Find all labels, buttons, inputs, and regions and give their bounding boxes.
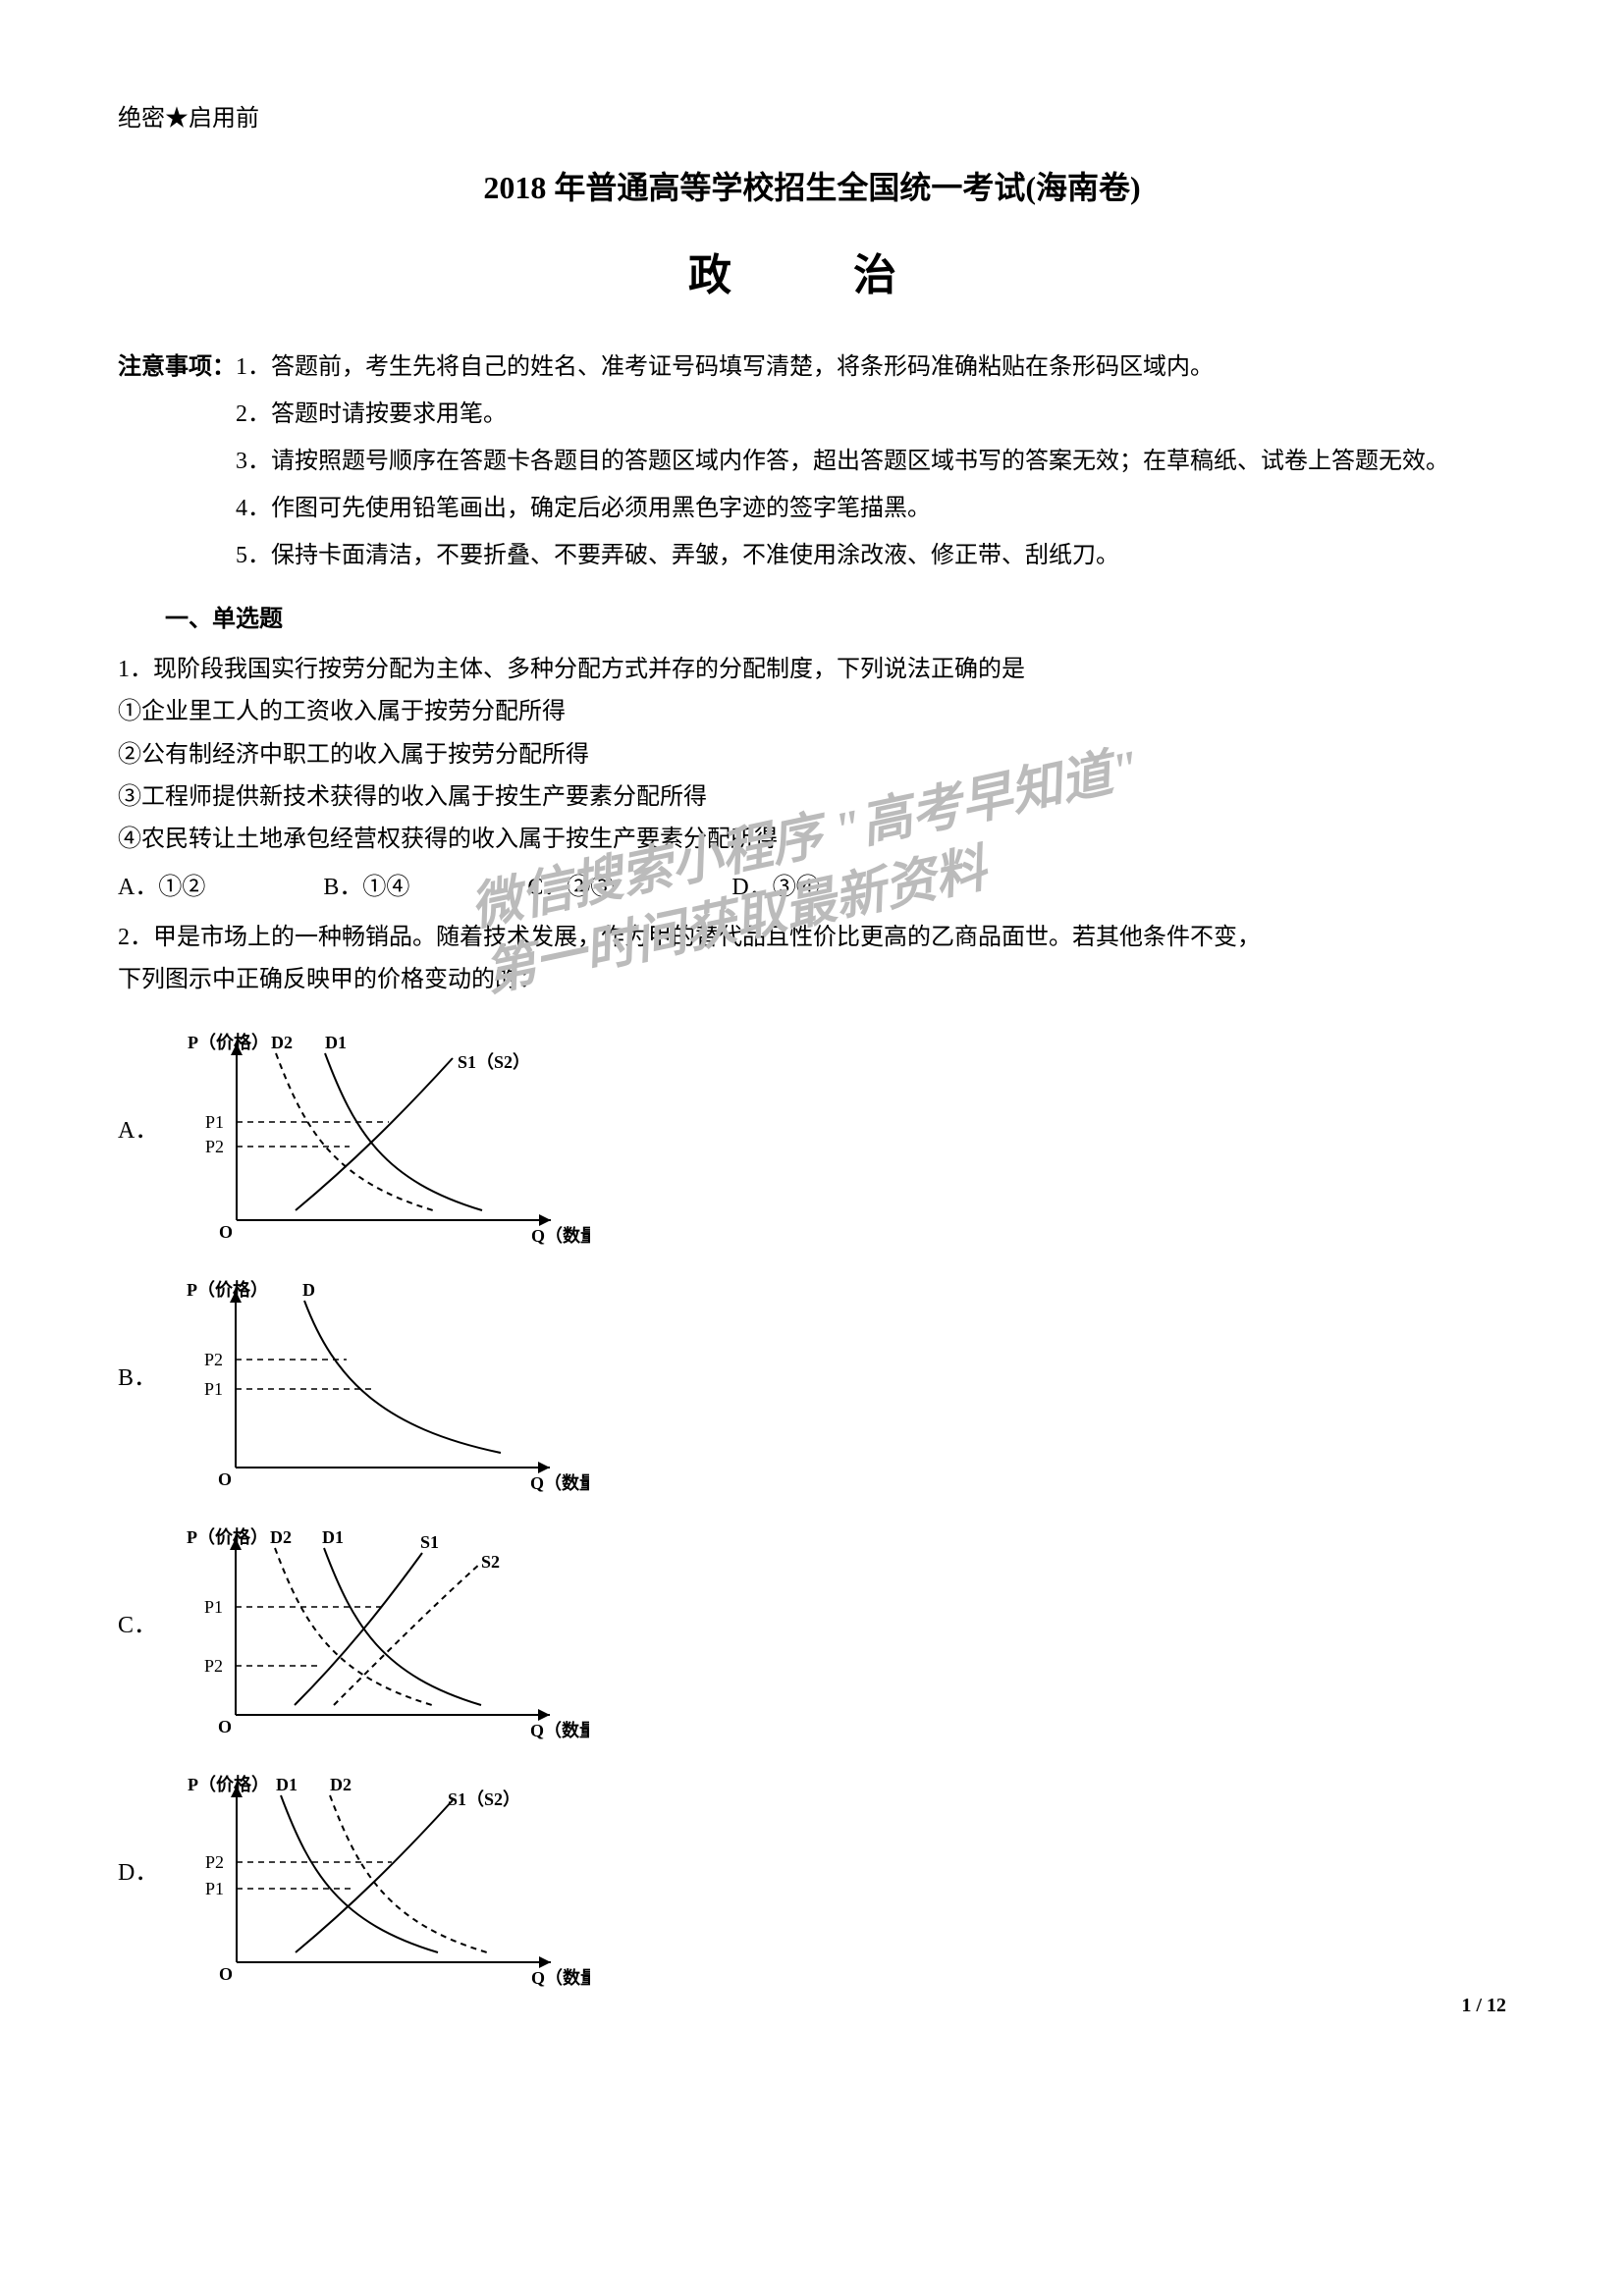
q1-choice-c: C．②③ — [527, 867, 614, 909]
svg-text:P（价格）: P（价格） — [187, 1279, 268, 1300]
q2-opt-c-label: C． — [118, 1605, 157, 1647]
q2-opt-b-label: B． — [118, 1358, 157, 1400]
q2-option-c-block: C． P（价格） Q（数量） O D2 D1 S1 S2 P1 P2 — [118, 1509, 1506, 1744]
svg-text:O: O — [218, 1717, 232, 1736]
exam-title: 2018 年普通高等学校招生全国统一考试(海南卷) — [118, 160, 1506, 217]
chart-c: P（价格） Q（数量） O D2 D1 S1 S2 P1 P2 — [177, 1509, 589, 1744]
q1-s2: ②公有制经济中职工的收入属于按劳分配所得 — [118, 734, 1506, 776]
classification-label: 绝密★启用前 — [118, 98, 1506, 140]
notes-item-4: 4．作图可先使用铅笔画出，确定后必须用黑色字迹的签字笔描黑。 — [236, 485, 931, 532]
svg-text:O: O — [218, 1469, 232, 1489]
svg-text:Q（数量）: Q（数量） — [530, 1472, 589, 1493]
svg-text:P1: P1 — [204, 1597, 223, 1617]
notes-item-5: 5．保持卡面清洁，不要折叠、不要弄破、弄皱，不准使用涂改液、修正带、刮纸刀。 — [236, 532, 1119, 579]
q1-s4: ④农民转让土地承包经营权获得的收入属于按生产要素分配所得 — [118, 819, 1506, 861]
svg-text:Q（数量）: Q（数量） — [530, 1720, 589, 1740]
svg-text:D2: D2 — [270, 1527, 292, 1547]
q2-opt-a-label: A． — [118, 1110, 158, 1152]
svg-text:D2: D2 — [271, 1033, 293, 1052]
subject-title: 政 治 — [118, 237, 1506, 314]
notes-item-3: 3．请按照题号顺序在答题卡各题目的答题区域内作答，超出答题区域书写的答案无效；在… — [236, 438, 1449, 485]
svg-text:P2: P2 — [205, 1137, 224, 1156]
svg-text:P1: P1 — [205, 1879, 224, 1898]
chart-d: P（价格） Q（数量） O D1 D2 S1（S2） P2 P1 — [178, 1756, 590, 1992]
q2-stem-1: 2．甲是市场上的一种畅销品。随着技术发展，作为甲的替代品且性价比更高的乙商品面世… — [118, 917, 1506, 959]
q2-option-b-block: B． P（价格） Q（数量） O D P2 P1 — [118, 1261, 1506, 1497]
svg-text:O: O — [219, 1964, 233, 1984]
svg-text:P2: P2 — [204, 1350, 223, 1369]
svg-text:P1: P1 — [204, 1379, 223, 1399]
svg-text:P2: P2 — [205, 1852, 224, 1872]
page-number: 1 / 12 — [1461, 1988, 1506, 2023]
notes-block: 注意事项： 1．答题前，考生先将自己的姓名、准考证号码填写清楚，将条形码准确粘贴… — [118, 344, 1506, 579]
chart-b: P（价格） Q（数量） O D P2 P1 — [177, 1261, 589, 1497]
svg-text:D: D — [302, 1280, 315, 1300]
svg-text:Q（数量）: Q（数量） — [531, 1967, 590, 1988]
svg-text:S1（S2）: S1（S2） — [458, 1052, 530, 1072]
svg-text:D2: D2 — [330, 1775, 352, 1794]
question-1: 1．现阶段我国实行按劳分配为主体、多种分配方式并存的分配制度，下列说法正确的是 … — [118, 649, 1506, 909]
svg-text:D1: D1 — [276, 1775, 298, 1794]
notes-item-1: 1．答题前，考生先将自己的姓名、准考证号码填写清楚，将条形码准确粘贴在条形码区域… — [236, 344, 1214, 391]
svg-text:D1: D1 — [322, 1527, 344, 1547]
svg-text:P2: P2 — [204, 1656, 223, 1676]
q1-s3: ③工程师提供新技术获得的收入属于按生产要素分配所得 — [118, 776, 1506, 819]
svg-text:O: O — [219, 1222, 233, 1242]
q2-opt-d-label: D． — [118, 1852, 158, 1895]
svg-text:S1: S1 — [420, 1532, 439, 1552]
svg-text:P（价格）: P（价格） — [187, 1526, 268, 1547]
chart-a: P（价格） Q（数量） O D2 D1 S1（S2） P1 P2 — [178, 1014, 590, 1250]
q2-option-a-block: A． P（价格） Q（数量） O D2 D1 S1（S2） P1 P2 — [118, 1014, 1506, 1250]
svg-text:P（价格）: P（价格） — [188, 1774, 269, 1794]
section-1-header: 一、单选题 — [118, 599, 1506, 641]
notes-item-2: 2．答题时请按要求用笔。 — [236, 391, 507, 438]
q2-stem-2: 下列图示中正确反映甲的价格变动的的： — [118, 959, 1506, 1001]
svg-text:Q（数量）: Q（数量） — [531, 1225, 590, 1246]
question-2: 2．甲是市场上的一种畅销品。随着技术发展，作为甲的替代品且性价比更高的乙商品面世… — [118, 917, 1506, 1001]
svg-text:D1: D1 — [325, 1033, 347, 1052]
q1-s1: ①企业里工人的工资收入属于按劳分配所得 — [118, 691, 1506, 733]
svg-text:S2: S2 — [481, 1552, 500, 1572]
q1-choice-a: A．①② — [118, 867, 205, 909]
q1-stem: 1．现阶段我国实行按劳分配为主体、多种分配方式并存的分配制度，下列说法正确的是 — [118, 649, 1506, 691]
q2-option-d-block: D． P（价格） Q（数量） O D1 D2 S1（S2） P2 P1 — [118, 1756, 1506, 1992]
svg-text:S1（S2）: S1（S2） — [448, 1789, 520, 1809]
svg-text:P（价格）: P（价格） — [188, 1032, 269, 1052]
notes-label: 注意事项： — [118, 344, 236, 391]
svg-text:P1: P1 — [205, 1112, 224, 1132]
q1-choice-b: B．①④ — [323, 867, 409, 909]
q1-choice-d: D．③④ — [731, 867, 819, 909]
